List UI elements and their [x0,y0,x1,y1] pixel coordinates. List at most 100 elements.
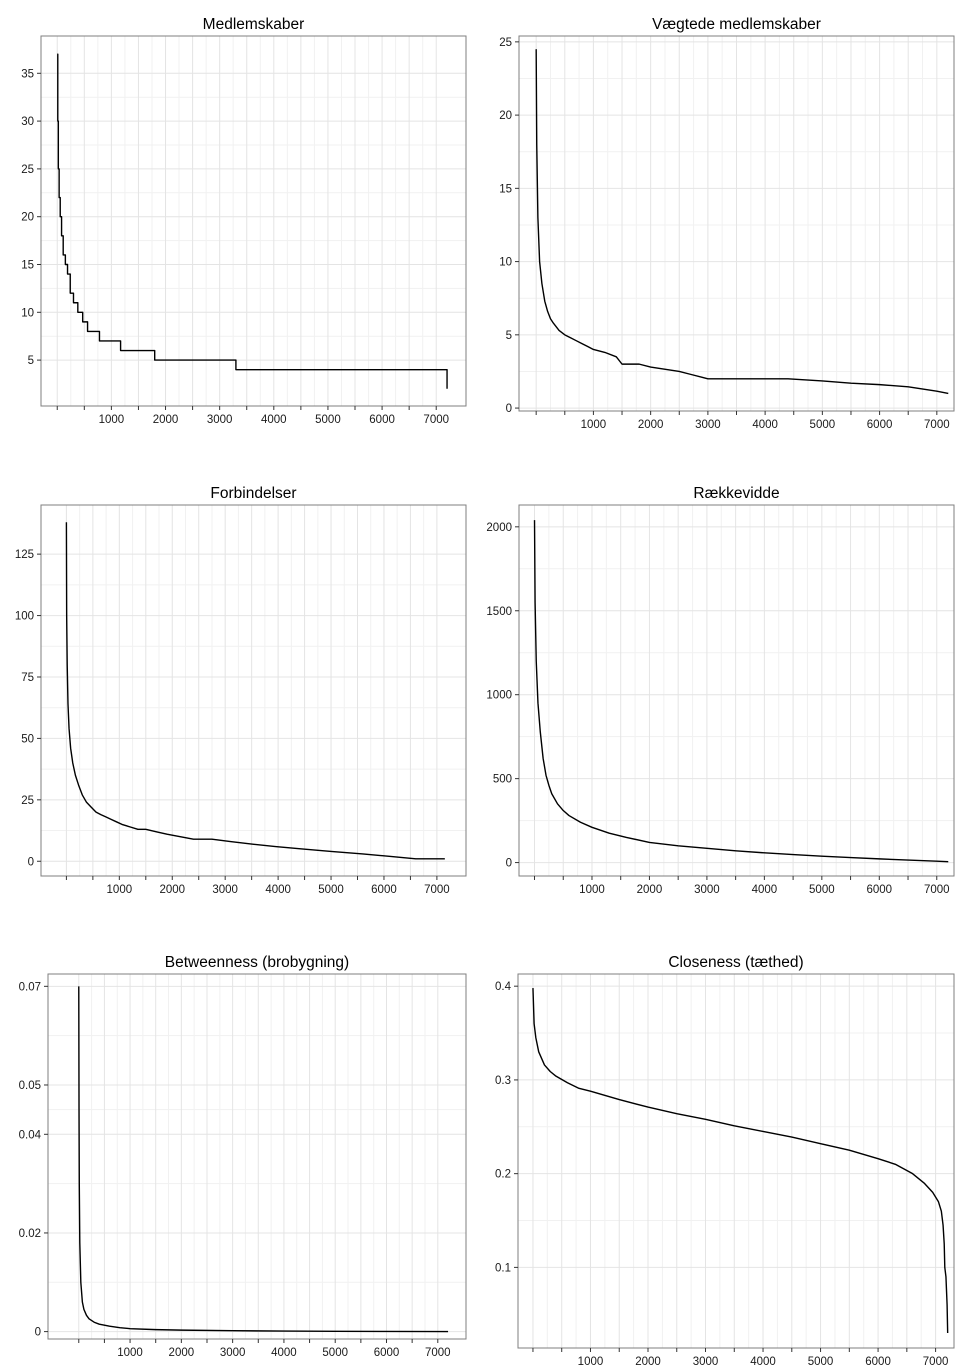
y-tick-label: 1500 [486,606,512,618]
x-tick-label: 6000 [865,1356,891,1368]
x-tick-label: 5000 [322,1347,348,1359]
y-tick-label: 0 [28,856,34,868]
series-line [535,49,949,395]
chart-svg: Betweenness (brobygning) 1000 2000 3000 4000… [19,954,467,1359]
x-tick-label: 2000 [635,1356,661,1368]
x-tick-label: 2000 [637,884,663,896]
y-tick-label: 0 [506,858,512,870]
x-tick-label: 7000 [425,1347,451,1359]
y-tick-label: 20 [499,110,512,122]
plot-frame [47,973,467,1340]
x-tick-label: 7000 [423,414,449,426]
x-tick-label: 2000 [159,884,185,896]
x-tick-label: 1000 [99,414,125,426]
plot-frame [40,35,467,407]
x-tick-label: 3000 [207,414,233,426]
x-tick-label: 7000 [924,884,950,896]
y-tick-label: 0.05 [19,1080,41,1092]
x-tick-label: 3000 [695,419,721,431]
chart-panel-3: Forbindelser 1000 2000 3000 4000 5000 6000 7000… [0,456,477,912]
x-tick-label: 4000 [261,414,287,426]
y-tick-label: 0 [506,403,512,415]
y-tick-label: 20 [21,212,34,224]
x-tick-label: 4000 [265,884,291,896]
y-tick-label: 500 [493,774,512,786]
x-tick-label: 6000 [374,1347,400,1359]
plot-area [518,974,954,1348]
y-tick-label: 10 [21,307,34,319]
x-tick-label: 4000 [271,1347,297,1359]
chart-panel-1: Medlemskaber 1000 2000 3000 4000 5000 6000 7000… [0,0,477,456]
x-tick-label: 5000 [809,884,835,896]
plot-area [41,36,466,406]
y-tick-label: 5 [28,355,34,367]
y-tick-label: 0.2 [495,1169,511,1181]
chart-svg: Vægtede medlemskaber 1000 2000 3000 4000 5000… [499,16,955,431]
y-tick-label: 25 [21,164,34,176]
y-tick-label: 25 [21,795,34,807]
x-tick-label: 3000 [212,884,238,896]
x-tick-label: 7000 [424,884,450,896]
x-tick-label: 1000 [107,884,133,896]
plot-frame [517,973,955,1349]
x-tick-label: 7000 [923,1356,949,1368]
x-tick-label: 3000 [694,884,720,896]
x-tick-label: 1000 [117,1347,143,1359]
chart-title: Medlemskaber [203,16,305,33]
series-line [533,520,949,863]
x-tick-label: 2000 [169,1347,195,1359]
plot-area [48,974,466,1339]
x-tick-label: 4000 [752,419,778,431]
y-tick-label: 100 [15,611,34,623]
y-tick-label: 0.3 [495,1075,511,1087]
y-tick-label: 30 [21,116,34,128]
y-tick-label: 15 [21,260,34,272]
x-tick-label: 4000 [750,1356,776,1368]
y-tick-label: 125 [15,549,34,561]
chart-title: Betweenness (brobygning) [165,954,349,971]
chart-svg: Rækkevidde 1000 2000 3000 4000 5000 6000 7000 0 5… [486,485,955,896]
x-tick-label: 4000 [752,884,778,896]
x-tick-label: 2000 [153,414,179,426]
y-tick-label: 0.04 [19,1129,42,1141]
plot-frame [518,504,955,877]
chart-title: Rækkevidde [693,485,779,502]
y-tick-label: 25 [499,37,512,49]
y-tick-label: 0.02 [19,1228,41,1240]
y-tick-label: 0.4 [495,981,512,993]
y-tick-label: 10 [499,257,512,269]
series-line [57,53,448,389]
x-tick-label: 3000 [693,1356,719,1368]
series-line [78,986,449,1333]
chart-title: Closeness (tæthed) [668,954,803,971]
plot-area [41,505,466,876]
y-tick-label: 75 [21,672,34,684]
x-tick-label: 6000 [371,884,397,896]
x-tick-label: 5000 [810,419,836,431]
series-line [532,988,949,1334]
y-tick-label: 0.07 [19,981,41,993]
y-tick-label: 35 [21,68,34,80]
y-tick-label: 15 [499,183,512,195]
x-tick-label: 5000 [808,1356,834,1368]
x-tick-label: 3000 [220,1347,246,1359]
chart-svg: Medlemskaber 1000 2000 3000 4000 5000 6000 7000… [21,16,467,426]
chart-svg: Closeness (tæthed) 1000 2000 3000 4000 5000 60… [495,954,955,1368]
y-tick-label: 50 [21,733,34,745]
x-tick-label: 1000 [579,884,605,896]
y-tick-label: 5 [506,330,512,342]
x-tick-label: 1000 [581,419,607,431]
chart-title: Forbindelser [210,485,296,502]
y-tick-label: 0.1 [495,1262,511,1274]
x-tick-label: 6000 [369,414,395,426]
plot-frame [40,504,467,877]
x-tick-label: 6000 [867,884,893,896]
x-tick-label: 2000 [638,419,664,431]
x-tick-label: 5000 [318,884,344,896]
x-tick-label: 5000 [315,414,341,426]
chart-panel-5: Betweenness (brobygning) 1000 2000 3000 4000… [0,912,477,1368]
x-tick-label: 1000 [578,1356,604,1368]
chart-title: Vægtede medlemskaber [652,16,821,33]
chart-panel-2: Vægtede medlemskaber 1000 2000 3000 4000 5000… [477,0,955,456]
